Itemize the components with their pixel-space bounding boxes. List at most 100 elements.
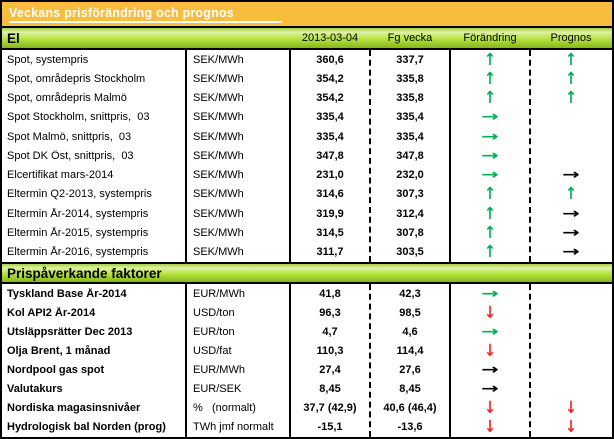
change-arrow-icon: ↑ — [484, 89, 496, 108]
forecast-cell: ↑ — [530, 51, 612, 69]
row-unit: EUR/MWh — [193, 364, 245, 377]
change-arrow-icon: ↓ — [484, 399, 496, 418]
forecast-cell: ↓ — [530, 399, 612, 417]
row-current-value: 319,9 — [316, 207, 344, 220]
section-header-factors: Prispåverkande faktorer — [2, 262, 612, 284]
forecast-arrow-icon: → — [562, 205, 580, 222]
row-unit: SEK/MWh — [193, 72, 244, 85]
row-previous-value: 347,8 — [396, 149, 424, 162]
change-cell: → — [450, 147, 530, 165]
forecast-arrow-icon: ↑ — [565, 185, 577, 204]
change-cell: ↑ — [450, 224, 530, 242]
change-arrow-icon: → — [481, 147, 499, 164]
grid-line — [369, 50, 371, 262]
grid-line — [449, 50, 451, 262]
forecast-arrow-icon: ↑ — [565, 69, 577, 88]
forecast-cell: → — [530, 224, 612, 242]
forecast-cell: → — [530, 205, 612, 223]
row-previous-value: 8,45 — [399, 383, 421, 396]
forecast-cell: ↑ — [530, 89, 612, 107]
row-label: Nordpool gas spot — [7, 364, 105, 377]
row-unit: EUR/MWh — [193, 287, 245, 300]
row-previous-value: 27,6 — [399, 364, 421, 377]
row-unit: SEK/MWh — [193, 111, 244, 124]
row-unit: SEK/MWh — [193, 53, 244, 66]
forecast-cell — [530, 323, 612, 341]
grid-line — [185, 284, 187, 437]
grid-line — [529, 284, 531, 437]
row-previous-value: 335,4 — [396, 111, 424, 124]
change-arrow-icon: ↓ — [484, 418, 496, 437]
change-cell: ↑ — [450, 243, 530, 261]
forecast-cell — [530, 147, 612, 165]
row-current-value: 4,7 — [322, 325, 338, 338]
grid-line — [369, 284, 371, 437]
row-current-value: 314,6 — [316, 188, 344, 201]
forecast-arrow-icon: ↓ — [565, 399, 577, 418]
row-label: Spot Stockholm, snittpris, 03 — [7, 111, 150, 124]
change-cell: → — [450, 285, 530, 303]
change-arrow-icon: → — [481, 323, 499, 340]
table-row: Eltermin År-2015, systempris SEK/MWh 314… — [2, 223, 612, 242]
forecast-arrow-icon: → — [562, 225, 580, 242]
row-current-value: 314,5 — [316, 227, 344, 240]
change-cell: ↑ — [450, 51, 530, 69]
row-previous-value: -13,6 — [397, 421, 423, 434]
table-row: Spot, områdepris Malmö SEK/MWh 354,2 335… — [2, 89, 612, 108]
change-arrow-icon: → — [481, 128, 499, 145]
grid-line — [289, 284, 291, 437]
row-label: Tyskland Base År-2014 — [7, 287, 127, 300]
change-cell: → — [450, 128, 530, 146]
change-cell: ↑ — [450, 205, 530, 223]
change-arrow-icon: ↑ — [484, 243, 496, 262]
row-label: Eltermin Q2-2013, systempris — [7, 188, 152, 201]
row-previous-value: 4,6 — [402, 325, 418, 338]
row-unit: SEK/MWh — [193, 92, 244, 105]
table-row: Olja Brent, 1 månad USD/fat 110,3 114,4 … — [2, 341, 612, 360]
row-unit: SEK/MWh — [193, 149, 244, 162]
row-label: Eltermin År-2016, systempris — [7, 246, 149, 259]
row-current-value: 8,45 — [319, 383, 341, 396]
col-header-change: Förändring — [463, 32, 517, 44]
row-unit: TWh jmf normalt — [193, 421, 274, 434]
row-label: Utsläppsrätter Dec 2013 — [7, 325, 133, 338]
forecast-cell: ↓ — [530, 418, 612, 436]
row-current-value: 360,6 — [316, 53, 344, 66]
table-row: Hydrologisk bal Norden (prog) TWh jmf no… — [2, 418, 612, 437]
table-row: Spot, systempris SEK/MWh 360,6 337,7 ↑ ↑ — [2, 50, 612, 69]
change-arrow-icon: ↑ — [484, 69, 496, 88]
forecast-cell — [530, 304, 612, 322]
row-unit: EUR/ton — [193, 325, 235, 338]
table-row: Nordiska magasinsnivåer % (normalt) 37,7… — [2, 399, 612, 418]
forecast-cell: ↑ — [530, 70, 612, 88]
row-label: Spot, områdepris Malmö — [7, 92, 127, 105]
row-current-value: 110,3 — [316, 344, 344, 357]
row-current-value: 347,8 — [316, 149, 344, 162]
section-title-el: El — [7, 30, 20, 46]
table-row: Utsläppsrätter Dec 2013 EUR/ton 4,7 4,6 … — [2, 322, 612, 341]
change-cell: ↓ — [450, 304, 530, 322]
row-current-value: 96,3 — [319, 306, 341, 319]
row-current-value: 37,7 (42,9) — [303, 402, 357, 415]
table-row: Elcertifikat mars-2014 SEK/MWh 231,0 232… — [2, 166, 612, 185]
row-current-value: -15,1 — [317, 421, 343, 434]
change-arrow-icon: → — [481, 167, 499, 184]
forecast-cell — [530, 128, 612, 146]
row-unit: USD/fat — [193, 344, 232, 357]
table-row: Eltermin Q2-2013, systempris SEK/MWh 314… — [2, 185, 612, 204]
row-label: Eltermin År-2014, systempris — [7, 207, 149, 220]
forecast-cell: ↑ — [530, 185, 612, 203]
row-previous-value: 335,4 — [396, 130, 424, 143]
change-arrow-icon: ↑ — [484, 224, 496, 243]
change-arrow-icon: → — [481, 381, 499, 398]
table-row: Kol API2 År-2014 USD/ton 96,3 98,5 ↓ — [2, 303, 612, 322]
forecast-cell — [530, 380, 612, 398]
section-header-el: El 2013-03-04 Fg vecka Förändring Progno… — [2, 28, 612, 50]
row-label: Spot DK Öst, snittpris, 03 — [7, 149, 134, 162]
change-cell: ↓ — [450, 342, 530, 360]
row-label: Eltermin År-2015, systempris — [7, 227, 149, 240]
page-title: Veckans prisförändring och prognos — [9, 5, 282, 23]
row-label: Olja Brent, 1 månad — [7, 344, 111, 357]
row-previous-value: 40,6 (46,4) — [383, 402, 437, 415]
